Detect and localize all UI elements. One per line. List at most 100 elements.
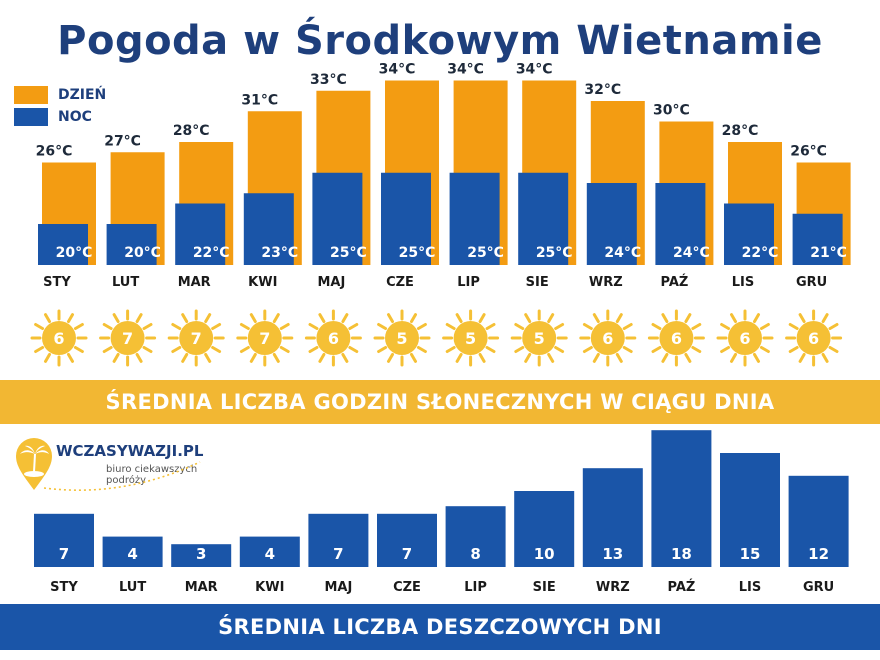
rain-days-label: 8 bbox=[470, 545, 480, 563]
rain-days-bar bbox=[308, 513, 369, 567]
sun-ray bbox=[272, 313, 280, 324]
night-temp-label: 25°C bbox=[330, 245, 367, 261]
month-label: GRU bbox=[796, 275, 827, 290]
sun-icon bbox=[385, 321, 419, 355]
rain-band: ŚREDNIA LICZBA DESZCZOWYCH DNI bbox=[0, 604, 880, 650]
month-label: SIE bbox=[526, 275, 549, 290]
rain-days-bar bbox=[377, 513, 437, 567]
sun-ray bbox=[181, 313, 189, 324]
night-temp-label: 25°C bbox=[399, 245, 436, 261]
rain-days-label: 4 bbox=[265, 545, 275, 563]
sun-icon bbox=[796, 321, 831, 355]
sun-ray bbox=[73, 346, 84, 353]
sun-ray bbox=[691, 323, 702, 330]
palm-tree-pin-icon bbox=[16, 438, 52, 490]
sun-ray bbox=[181, 352, 189, 363]
sun-ray bbox=[651, 323, 662, 330]
rain-month-label: GRU bbox=[803, 580, 834, 595]
night-temp-label: 21°C bbox=[810, 245, 847, 261]
sun-ray bbox=[524, 313, 532, 324]
sun-hours-label: 6 bbox=[328, 329, 339, 348]
sun-ray bbox=[416, 346, 427, 353]
sun-ray bbox=[478, 313, 486, 324]
day-temp-label: 26°C bbox=[790, 144, 827, 160]
legend-label-day: DZIEŃ bbox=[58, 87, 107, 103]
sun-ray bbox=[798, 313, 806, 324]
rain-days-bar bbox=[171, 544, 232, 567]
sun-ray bbox=[478, 352, 486, 363]
day-temp-label: 31°C bbox=[241, 92, 278, 108]
sun-ray bbox=[615, 313, 623, 324]
night-temp-bar bbox=[38, 224, 88, 265]
sun-ray bbox=[554, 346, 565, 353]
sun-ray bbox=[34, 323, 45, 330]
month-label: LIS bbox=[732, 275, 754, 290]
sun-hours-label: 7 bbox=[122, 329, 133, 348]
rain-month-label: STY bbox=[50, 580, 78, 595]
day-temp-label: 27°C bbox=[104, 133, 141, 149]
sun-ray bbox=[387, 352, 394, 363]
sun-ray bbox=[102, 323, 113, 330]
sun-ray bbox=[341, 313, 349, 324]
rain-days-bar bbox=[514, 491, 575, 567]
night-temp-label: 25°C bbox=[467, 245, 504, 261]
sun-ray bbox=[720, 323, 731, 330]
sun-hours-label: 5 bbox=[396, 329, 407, 348]
sun-hours-label: 6 bbox=[739, 329, 750, 348]
legend: DZIEŃ NOC bbox=[14, 84, 106, 128]
sun-ray bbox=[514, 346, 525, 353]
sun-ray bbox=[279, 323, 290, 330]
sun-ray bbox=[592, 313, 600, 324]
month-label: MAJ bbox=[317, 275, 345, 290]
night-temp-label: 22°C bbox=[742, 245, 779, 261]
month-label: LUT bbox=[112, 275, 139, 290]
sun-ray bbox=[67, 352, 74, 363]
sun-ray bbox=[211, 346, 222, 353]
sun-ray bbox=[239, 323, 250, 330]
sun-ray bbox=[34, 346, 45, 353]
sun-ray bbox=[142, 323, 153, 330]
sun-icon bbox=[522, 321, 557, 355]
page-title: Pogoda w Środkowym Wietnamie bbox=[57, 18, 823, 64]
sun-ray bbox=[445, 323, 456, 330]
sun-ray bbox=[828, 346, 839, 353]
sun-ray bbox=[410, 352, 417, 363]
sun-ray bbox=[171, 323, 182, 330]
sun-icon bbox=[659, 321, 694, 355]
sun-ray bbox=[341, 352, 349, 363]
sun-ray bbox=[272, 352, 280, 363]
sun-ray bbox=[485, 323, 496, 330]
day-temp-label: 34°C bbox=[447, 62, 484, 78]
legend-swatch-night bbox=[14, 108, 48, 126]
sun-ray bbox=[348, 323, 359, 330]
day-temp-label: 33°C bbox=[310, 72, 347, 88]
sun-ray bbox=[788, 346, 799, 353]
rain-days-bar bbox=[445, 506, 506, 567]
sun-ray bbox=[691, 346, 702, 353]
sun-icon bbox=[179, 321, 214, 355]
sun-ray bbox=[135, 313, 143, 324]
sun-ray bbox=[753, 313, 760, 324]
sun-ray bbox=[279, 346, 290, 353]
sun-ray bbox=[730, 352, 737, 363]
sun-ray bbox=[821, 313, 829, 324]
sun-ray bbox=[318, 352, 326, 363]
rain-days-bar bbox=[651, 430, 712, 567]
rain-days-label: 4 bbox=[127, 545, 137, 563]
day-temp-label: 34°C bbox=[516, 62, 553, 78]
sun-icon bbox=[247, 321, 282, 355]
sun-hours-label: 5 bbox=[465, 329, 476, 348]
rain-days-bar bbox=[788, 475, 849, 567]
month-label: KWI bbox=[248, 275, 277, 290]
rain-month-label: WRZ bbox=[596, 580, 630, 595]
sun-ray bbox=[249, 313, 257, 324]
sun-ray bbox=[44, 313, 51, 324]
rain-days-label: 7 bbox=[59, 545, 69, 563]
sun-ray bbox=[514, 323, 525, 330]
sun-ray bbox=[753, 352, 760, 363]
sun-icon bbox=[453, 321, 488, 355]
logo-dotted-arc bbox=[43, 461, 201, 491]
sun-ray bbox=[112, 352, 120, 363]
rain-days-label: 3 bbox=[196, 545, 206, 563]
